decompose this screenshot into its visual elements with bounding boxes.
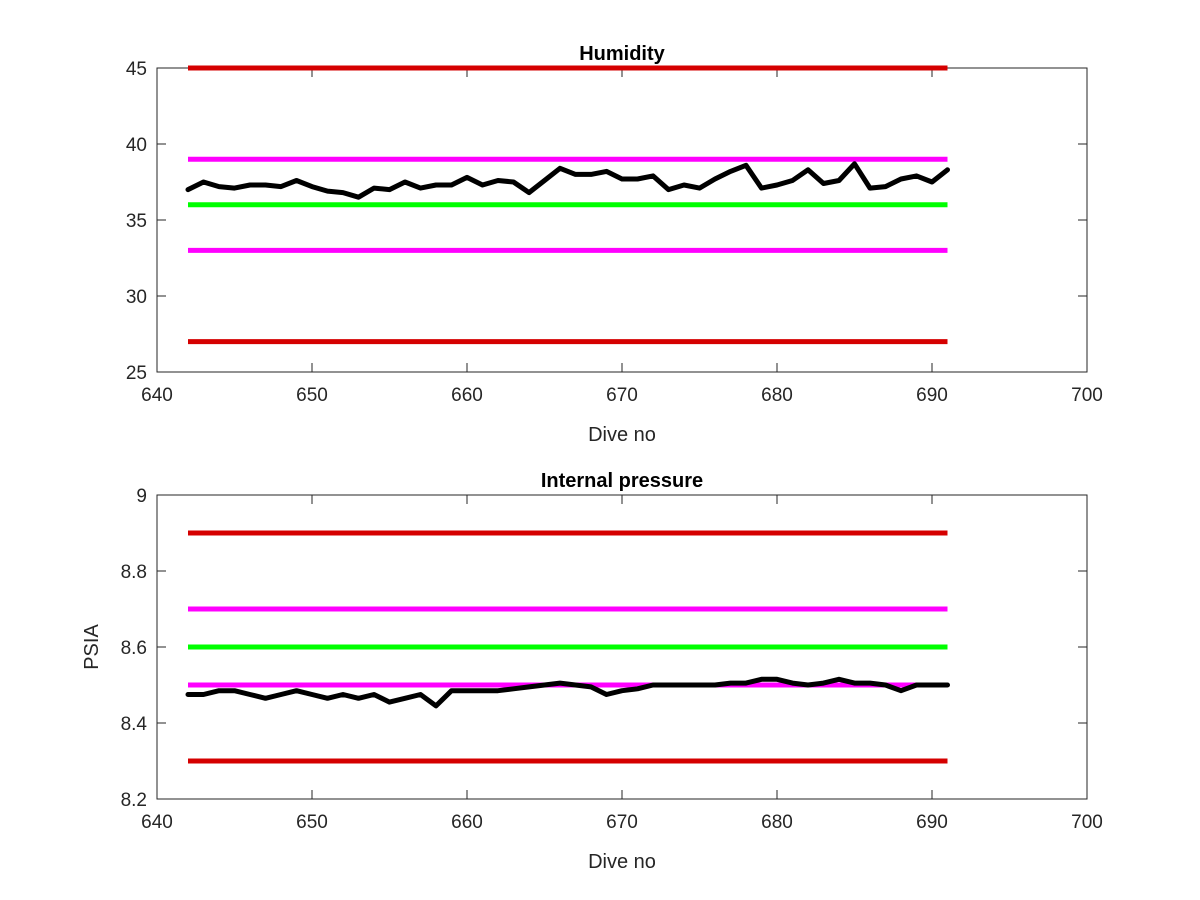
- x-tick-label: 680: [761, 385, 793, 406]
- x-tick-label: 690: [916, 812, 948, 833]
- y-tick-label: 30: [126, 287, 147, 308]
- x-tick-label: 660: [451, 812, 483, 833]
- y-tick-label: 8.8: [121, 562, 147, 583]
- x-axis-label: Dive no: [588, 424, 656, 446]
- y-tick-label: 25: [126, 363, 147, 384]
- x-axis-label: Dive no: [588, 851, 656, 873]
- chart-panel-2: 640 650 660 670 680 690 700 8.2 8.4 8.6 8.8 9 Intern…: [81, 470, 1103, 873]
- x-tick-label: 670: [606, 812, 638, 833]
- x-tick-label: 640: [141, 385, 173, 406]
- y-tick-label: 40: [126, 135, 147, 156]
- x-tick-label: 650: [296, 812, 328, 833]
- chart-title: Internal pressure: [541, 470, 703, 492]
- axes-box: [156, 67, 1088, 373]
- x-tick-label: 700: [1071, 812, 1103, 833]
- x-tick-label: 690: [916, 385, 948, 406]
- y-tick-label: 45: [126, 59, 147, 80]
- chart-title: Humidity: [579, 43, 665, 65]
- data-series-line: [185, 676, 950, 709]
- chart-panel-1: 640 650 660 670 680 690 700 25 30 35 40 45 Humidity D…: [126, 43, 1103, 446]
- x-tick-label: 660: [451, 385, 483, 406]
- y-axis-label: PSIA: [81, 624, 103, 670]
- y-tick-label: 8.6: [121, 638, 147, 659]
- y-tick-label: 8.2: [121, 790, 147, 811]
- x-tick-label: 650: [296, 385, 328, 406]
- y-tick-label: 8.4: [121, 714, 148, 735]
- y-tick-label: 35: [126, 211, 147, 232]
- x-tick-label: 680: [761, 812, 793, 833]
- x-tick-label: 640: [141, 812, 173, 833]
- x-tick-label: 670: [606, 385, 638, 406]
- y-tick-label: 9: [136, 486, 147, 507]
- data-series-line: [185, 161, 950, 200]
- x-tick-label: 700: [1071, 385, 1103, 406]
